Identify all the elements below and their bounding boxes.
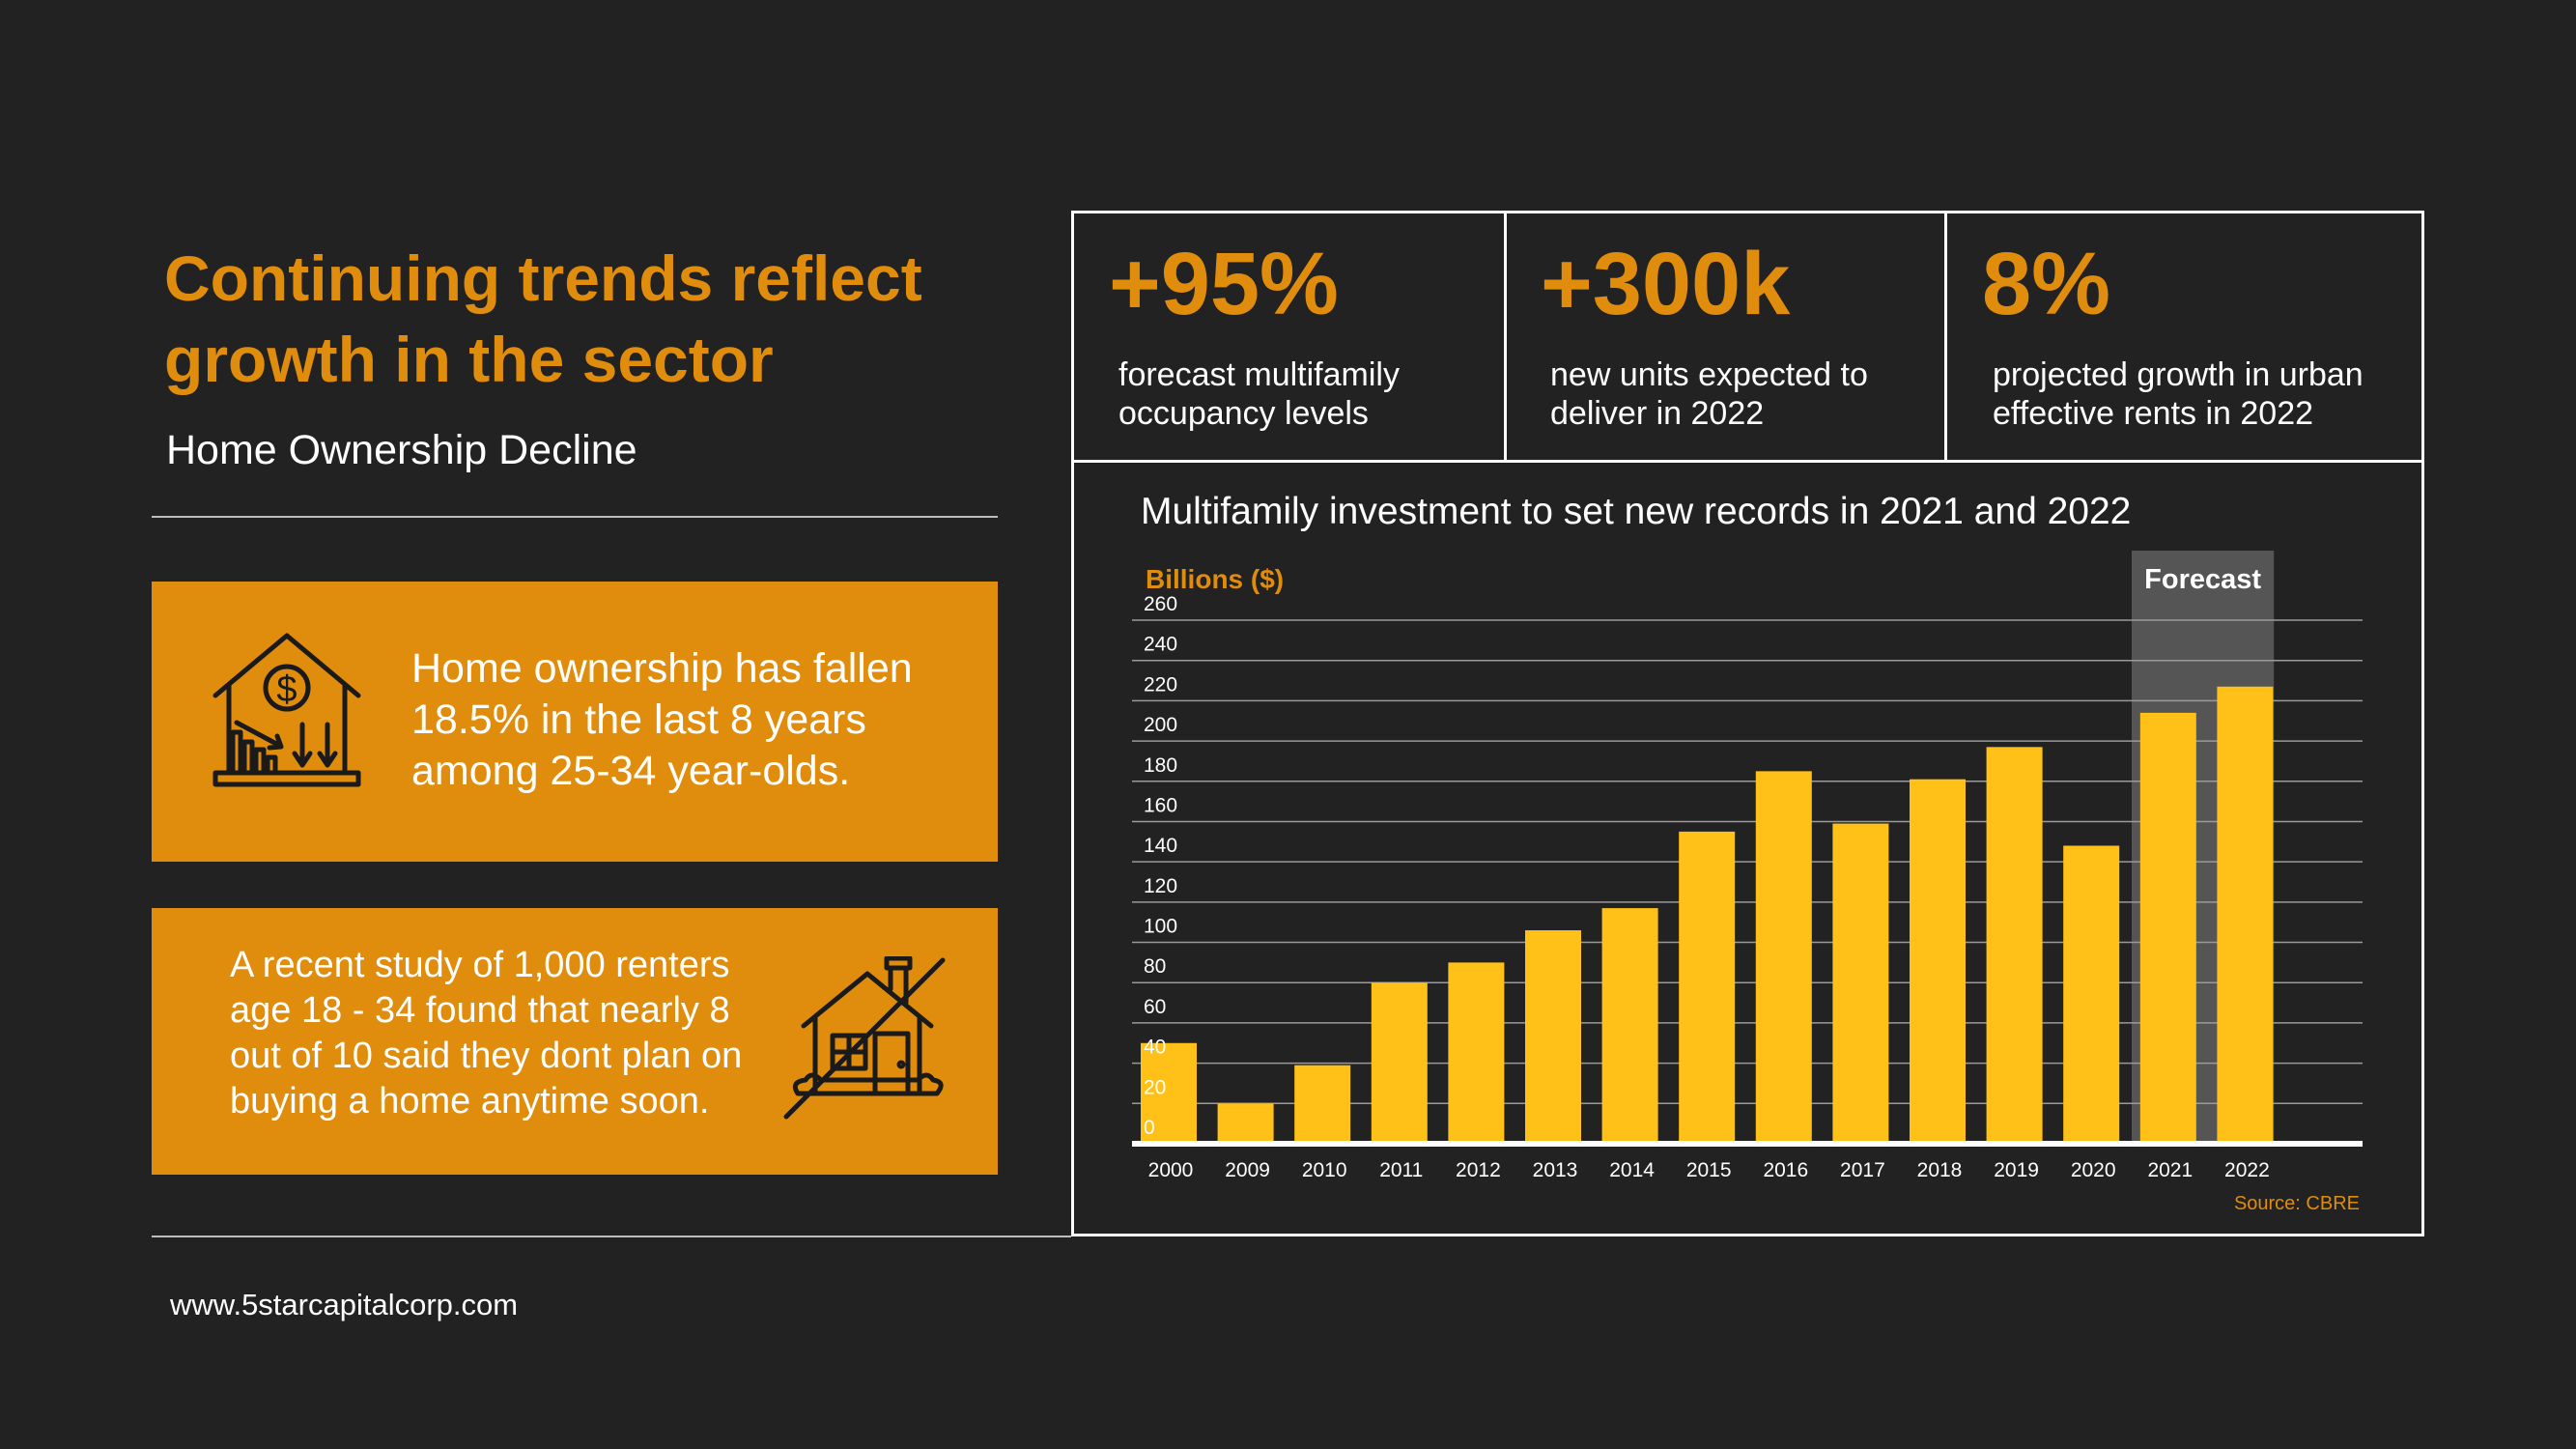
x-tick-label: 2019 xyxy=(1994,1159,2039,1181)
bar-2018 xyxy=(1910,779,1966,1144)
panel-divider xyxy=(1071,460,2424,463)
x-tick-label: 2018 xyxy=(1917,1159,1963,1181)
bar-2019 xyxy=(1986,747,2043,1144)
x-tick-label: 2013 xyxy=(1533,1159,1578,1181)
bar-2020 xyxy=(2063,845,2120,1144)
y-tick-label: 140 xyxy=(1144,835,1177,857)
house-price-decline-icon: $ xyxy=(208,628,367,792)
bar-chart: 0 20 40 60 80 100 120 140 160 180 200 220 240 260 200… xyxy=(1132,551,2363,1214)
y-tick-label: 80 xyxy=(1144,955,1166,978)
website-link[interactable]: www.5starcapitalcorp.com xyxy=(170,1288,519,1321)
x-tick-label: 2009 xyxy=(1225,1159,1270,1181)
x-tick-label: 2015 xyxy=(1686,1159,1732,1181)
bar-2017 xyxy=(1832,823,1889,1144)
y-tick-label: 160 xyxy=(1144,794,1177,816)
stat-occupancy-label: forecast multifamily occupancy levels xyxy=(1118,356,1400,432)
card-renters-study xyxy=(152,908,998,1175)
x-tick-label: 2012 xyxy=(1456,1159,1501,1181)
divider-bottom xyxy=(152,1236,1071,1237)
x-tick-label: 2017 xyxy=(1840,1159,1885,1181)
stat-occupancy-value: +95% xyxy=(1109,235,1339,333)
stats-chart-panel xyxy=(1071,211,2424,1236)
stat-divider-2 xyxy=(1944,211,1947,462)
y-tick-label: 100 xyxy=(1144,916,1177,938)
stat-divider-1 xyxy=(1504,211,1507,462)
bar-2009 xyxy=(1217,1103,1274,1144)
x-tick-label: 2011 xyxy=(1379,1159,1423,1181)
bar-2012 xyxy=(1448,962,1505,1144)
card-renters-study-text: A recent study of 1,000 renters age 18 -… xyxy=(230,945,743,1122)
bar-2021 xyxy=(2139,712,2196,1144)
y-tick-label: 40 xyxy=(1144,1037,1166,1059)
bar-2016 xyxy=(1755,771,1812,1144)
stat-rents-label: projected growth in urban effective rent… xyxy=(1993,356,2364,432)
chart-title: Multifamily investment to set new record… xyxy=(1141,491,2132,532)
page-subtitle: Home Ownership Decline xyxy=(166,427,637,473)
bar-2013 xyxy=(1525,930,1581,1144)
y-tick-label: 20 xyxy=(1144,1076,1166,1098)
x-tick-label: 2014 xyxy=(1609,1159,1655,1181)
forecast-label: Forecast xyxy=(2144,564,2261,595)
x-tick-label: 2016 xyxy=(1763,1159,1808,1181)
stat-units-value: +300k xyxy=(1541,235,1791,333)
page-title: Continuing trends reflect growth in the … xyxy=(164,242,922,395)
bar-2015 xyxy=(1679,831,1736,1144)
x-tick-label: 2020 xyxy=(2071,1159,2116,1181)
y-tick-label: 60 xyxy=(1144,996,1166,1018)
bar-2000 xyxy=(1141,1042,1197,1144)
card-home-ownership-text: Home ownership has fallen 18.5% in the l… xyxy=(411,645,913,794)
y-tick-label: 220 xyxy=(1144,673,1177,696)
bar-2011 xyxy=(1371,982,1428,1144)
chart-source: Source: CBRE xyxy=(2234,1193,2360,1214)
no-house-icon xyxy=(782,955,947,1121)
y-tick-label: 180 xyxy=(1144,754,1177,777)
stat-units-label: new units expected to deliver in 2022 xyxy=(1550,356,1868,432)
card-home-ownership xyxy=(152,582,998,862)
y-axis-label: Billions ($) xyxy=(1146,564,1284,594)
y-tick-label: 240 xyxy=(1144,634,1177,656)
x-tick-label: 2022 xyxy=(2224,1159,2270,1181)
y-tick-label: 120 xyxy=(1144,875,1177,897)
stat-rents-value: 8% xyxy=(1982,235,2110,333)
bar-2014 xyxy=(1601,908,1658,1144)
x-tick-label: 2021 xyxy=(2147,1159,2193,1181)
y-tick-label: 200 xyxy=(1144,714,1177,736)
bar-2022 xyxy=(2217,686,2274,1144)
y-tick-label: 0 xyxy=(1144,1117,1155,1139)
x-tick-label: 2000 xyxy=(1148,1159,1194,1181)
divider-top xyxy=(152,516,998,518)
y-tick-label: 260 xyxy=(1144,593,1177,615)
bar-2010 xyxy=(1294,1065,1351,1144)
x-tick-label: 2010 xyxy=(1302,1159,1347,1181)
svg-text:$: $ xyxy=(276,669,297,710)
